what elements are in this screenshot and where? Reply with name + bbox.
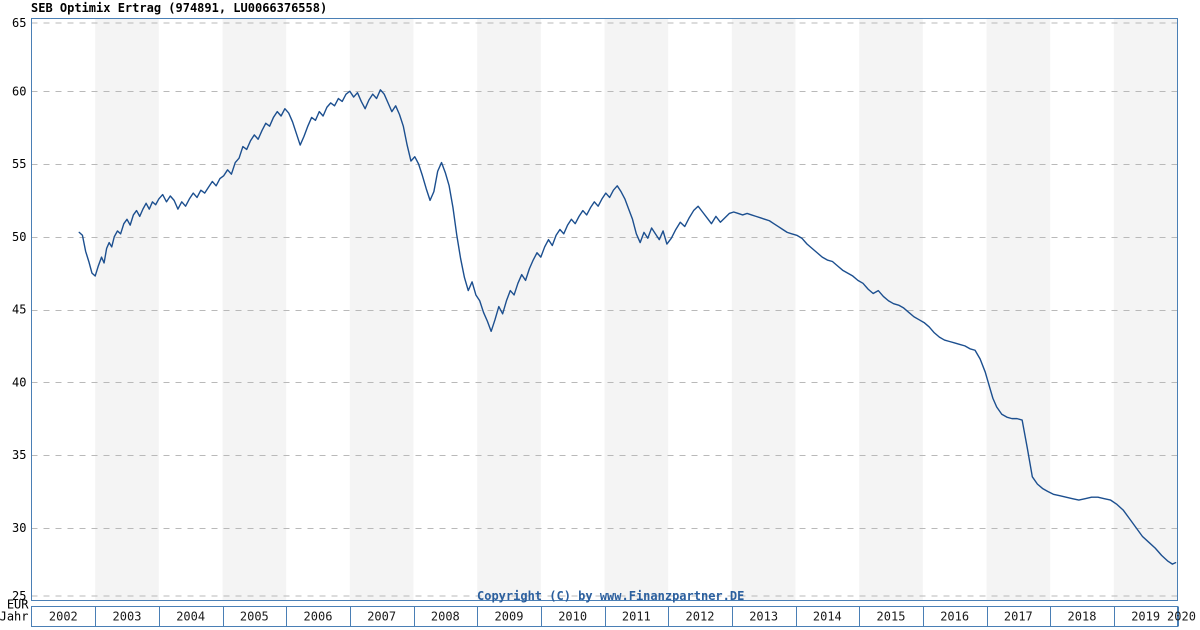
page-title: SEB Optimix Ertrag (974891, LU0066376558… bbox=[31, 1, 328, 15]
x-axis-tick-label: 2002 bbox=[49, 610, 78, 624]
y-axis-tick-label: 30 bbox=[12, 521, 26, 535]
x-axis-tick-label: 2015 bbox=[877, 610, 906, 624]
x-axis-tick-label: 2004 bbox=[176, 610, 205, 624]
year-band bbox=[1113, 18, 1178, 601]
y-axis-tick-label: 35 bbox=[12, 448, 26, 462]
x-axis-tick-label: 2017 bbox=[1004, 610, 1033, 624]
y-axis-tick-label: 45 bbox=[12, 303, 26, 317]
x-axis: 2002 2003 2004 2005 2006 2007 2008 2009 2010 2011… bbox=[31, 606, 1196, 627]
y-axis-tick-label: 25 bbox=[12, 589, 26, 603]
x-axis-tick-label: 2005 bbox=[240, 610, 269, 624]
x-axis-tick-label: 2007 bbox=[367, 610, 396, 624]
copyright-watermark: Copyright (C) by www.Finanzpartner.DE bbox=[477, 589, 744, 603]
year-band bbox=[477, 18, 541, 601]
year-band bbox=[604, 18, 669, 601]
year-band bbox=[95, 18, 159, 601]
x-axis-tick-label: 2003 bbox=[113, 610, 142, 624]
year-bands bbox=[95, 18, 1178, 601]
x-axis-tick-label: 2010 bbox=[558, 610, 587, 624]
y-axis-tick-label: 40 bbox=[12, 375, 26, 389]
x-axis-tick-label: 2014 bbox=[813, 610, 842, 624]
y-axis-unit-label: EUR bbox=[7, 598, 29, 612]
x-axis-strip bbox=[31, 606, 1178, 627]
plot-frame bbox=[31, 18, 1178, 601]
y-axis-tick-label: 65 bbox=[12, 16, 26, 30]
x-axis-tick-label: 2018 bbox=[1068, 610, 1097, 624]
y-axis-tick-label: 55 bbox=[12, 157, 26, 171]
x-axis-tick-label: 2008 bbox=[431, 610, 460, 624]
year-band bbox=[986, 18, 1051, 601]
x-axis-tick-label: 2009 bbox=[495, 610, 524, 624]
x-axis-tick-label: 2006 bbox=[304, 610, 333, 624]
y-axis-tick-label: 60 bbox=[12, 84, 26, 98]
year-band bbox=[731, 18, 796, 601]
x-axis-tick-label: 2013 bbox=[749, 610, 778, 624]
x-axis-tick-label: 2016 bbox=[940, 610, 969, 624]
y-axis-labels: 25 30 35 40 45 50 55 60 65 bbox=[12, 16, 26, 603]
x-axis-tick-label: 2012 bbox=[686, 610, 715, 624]
year-band bbox=[859, 18, 923, 601]
price-line bbox=[78, 89, 1177, 565]
y-axis-tick-label: 50 bbox=[12, 230, 26, 244]
x-axis-name-label: Jahr bbox=[0, 610, 29, 624]
year-band bbox=[222, 18, 287, 601]
year-band bbox=[349, 18, 414, 601]
x-axis-tick-label: 2020 bbox=[1167, 610, 1196, 624]
x-axis-tick-label: 2019 bbox=[1131, 610, 1160, 624]
x-axis-tick-label: 2011 bbox=[622, 610, 651, 624]
